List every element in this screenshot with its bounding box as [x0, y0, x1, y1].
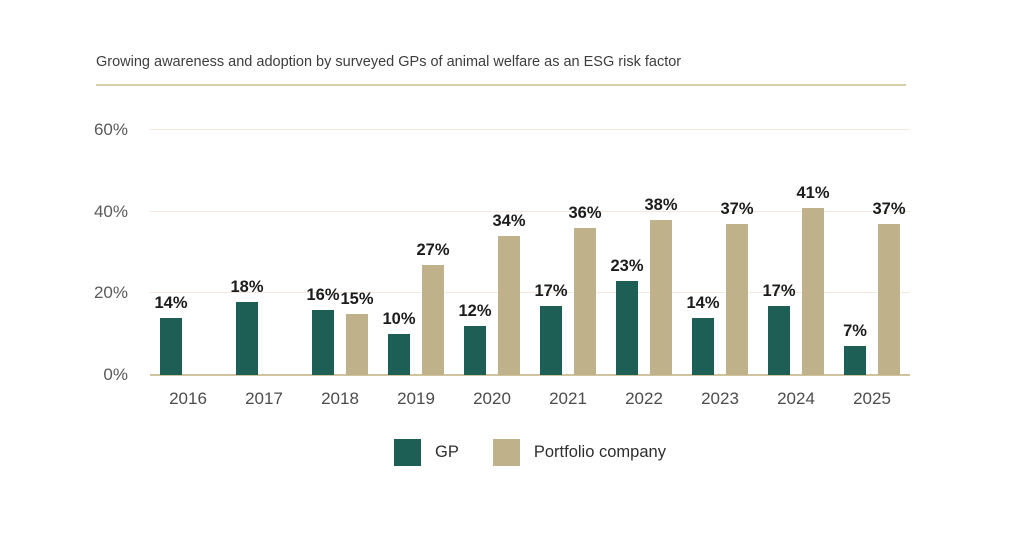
- bar-value-label: 7%: [843, 322, 867, 341]
- plot-area: 14% 18% 16% 15% 10% 27% 12% 34% 17% 36% 23% 38% 14% 3…: [150, 129, 910, 376]
- bar-group-2025: 7% 37%: [834, 130, 910, 375]
- bar-portfolio-company-2021: 36%: [568, 204, 602, 375]
- gridline: [150, 292, 910, 294]
- y-tick-label: 20%: [93, 283, 128, 303]
- legend: GP Portfolio company: [150, 439, 910, 466]
- bar-portfolio-company-2019: 27%: [416, 241, 450, 375]
- bar-gp-2021: 17%: [534, 282, 568, 375]
- bar-group-2017: 18%: [226, 130, 302, 375]
- bar-portfolio-company-2020: 34%: [492, 212, 526, 375]
- bar-value-label: 34%: [492, 212, 526, 231]
- bar-value-label: 15%: [340, 289, 374, 308]
- bar-value-label: 14%: [686, 293, 720, 312]
- bar-group-2024: 17% 41%: [758, 130, 834, 375]
- y-tick-label: 40%: [93, 201, 128, 221]
- bar-value-label: 36%: [568, 204, 602, 222]
- bar-gp-2018: 16%: [306, 286, 340, 375]
- legend-label: Portfolio company: [533, 443, 666, 461]
- bar-value-label: 12%: [458, 302, 492, 320]
- chart-area: 0% 20% 40% 60% 14% 18% 16% 15% 10% 27% 12% 34% 17% 3…: [93, 120, 910, 384]
- bar-value-label: 23%: [610, 257, 644, 276]
- y-axis: 0% 20% 40% 60%: [93, 120, 150, 384]
- bar-group-2020: 12% 34%: [454, 130, 530, 375]
- legend-item-portfolio-company: Portfolio company: [492, 439, 666, 466]
- bar-value-label: 41%: [796, 183, 830, 202]
- bar-group-2023: 14% 37%: [682, 130, 758, 375]
- x-tick-label-2024: 2024: [777, 389, 815, 408]
- bar-gp-2017: 18%: [230, 278, 264, 375]
- bar-groups: 14% 18% 16% 15% 10% 27% 12% 34% 17% 36% 23% 38% 14% 3…: [150, 130, 910, 375]
- x-tick-label-2020: 2020: [473, 389, 511, 408]
- bar-group-2016: 14%: [150, 130, 226, 375]
- bar-group-2018: 16% 15%: [302, 130, 378, 375]
- bar-value-label: 18%: [230, 277, 264, 296]
- bar-value-label: 38%: [644, 195, 678, 214]
- y-tick-label: 60%: [93, 120, 128, 139]
- bar-gp-2016: 14%: [154, 294, 188, 375]
- x-tick-label-2018: 2018: [321, 389, 359, 408]
- bar-portfolio-company-2022: 38%: [644, 196, 678, 375]
- gridline: [150, 210, 910, 212]
- bar-portfolio-company-2018: 15%: [340, 290, 374, 375]
- bar-value-label: 14%: [154, 293, 188, 312]
- bar-group-2021: 17% 36%: [530, 130, 606, 375]
- bar-value-label: 17%: [762, 281, 796, 300]
- bar-value-label: 10%: [382, 310, 416, 329]
- chart-title: Growing awareness and adoption by survey…: [96, 52, 906, 86]
- x-axis: 2016 2017 2018 2019 2020 2021 2022 2023 2024 2025: [150, 389, 910, 409]
- bar-portfolio-company-2025: 37%: [872, 200, 906, 375]
- legend-item-gp: GP: [394, 439, 459, 466]
- bar-portfolio-company-2024: 41%: [796, 184, 830, 375]
- bar-value-label: 37%: [872, 199, 906, 218]
- bar-portfolio-company-2023: 37%: [720, 200, 754, 375]
- bar-gp-2019: 10%: [382, 310, 416, 375]
- x-tick-label-2025: 2025: [853, 389, 891, 408]
- x-tick-label-2022: 2022: [625, 389, 663, 408]
- bar-group-2022: 23% 38%: [606, 130, 682, 375]
- bar-value-label: 27%: [416, 240, 450, 259]
- x-axis-baseline: [150, 374, 910, 376]
- x-tick-label-2023: 2023: [701, 389, 739, 408]
- bar-group-2019: 10% 27%: [378, 130, 454, 375]
- bar-gp-2023: 14%: [686, 294, 720, 375]
- bar-value-label: 16%: [306, 285, 340, 304]
- bar-gp-2020: 12%: [458, 302, 492, 375]
- bar-gp-2025: 7%: [843, 322, 867, 375]
- x-tick-label-2017: 2017: [245, 389, 283, 408]
- x-tick-label-2019: 2019: [397, 389, 435, 408]
- x-tick-label-2016: 2016: [169, 389, 207, 408]
- legend-swatch: [394, 439, 422, 466]
- gridline: [150, 129, 910, 130]
- legend-label: GP: [435, 443, 459, 461]
- y-tick-label: 0%: [103, 365, 128, 384]
- bar-gp-2022: 23%: [610, 257, 644, 375]
- bar-value-label: 17%: [534, 281, 568, 300]
- bar-value-label: 37%: [720, 199, 754, 218]
- x-tick-label-2021: 2021: [549, 389, 587, 408]
- legend-swatch: [492, 439, 520, 466]
- bar-gp-2024: 17%: [762, 282, 796, 375]
